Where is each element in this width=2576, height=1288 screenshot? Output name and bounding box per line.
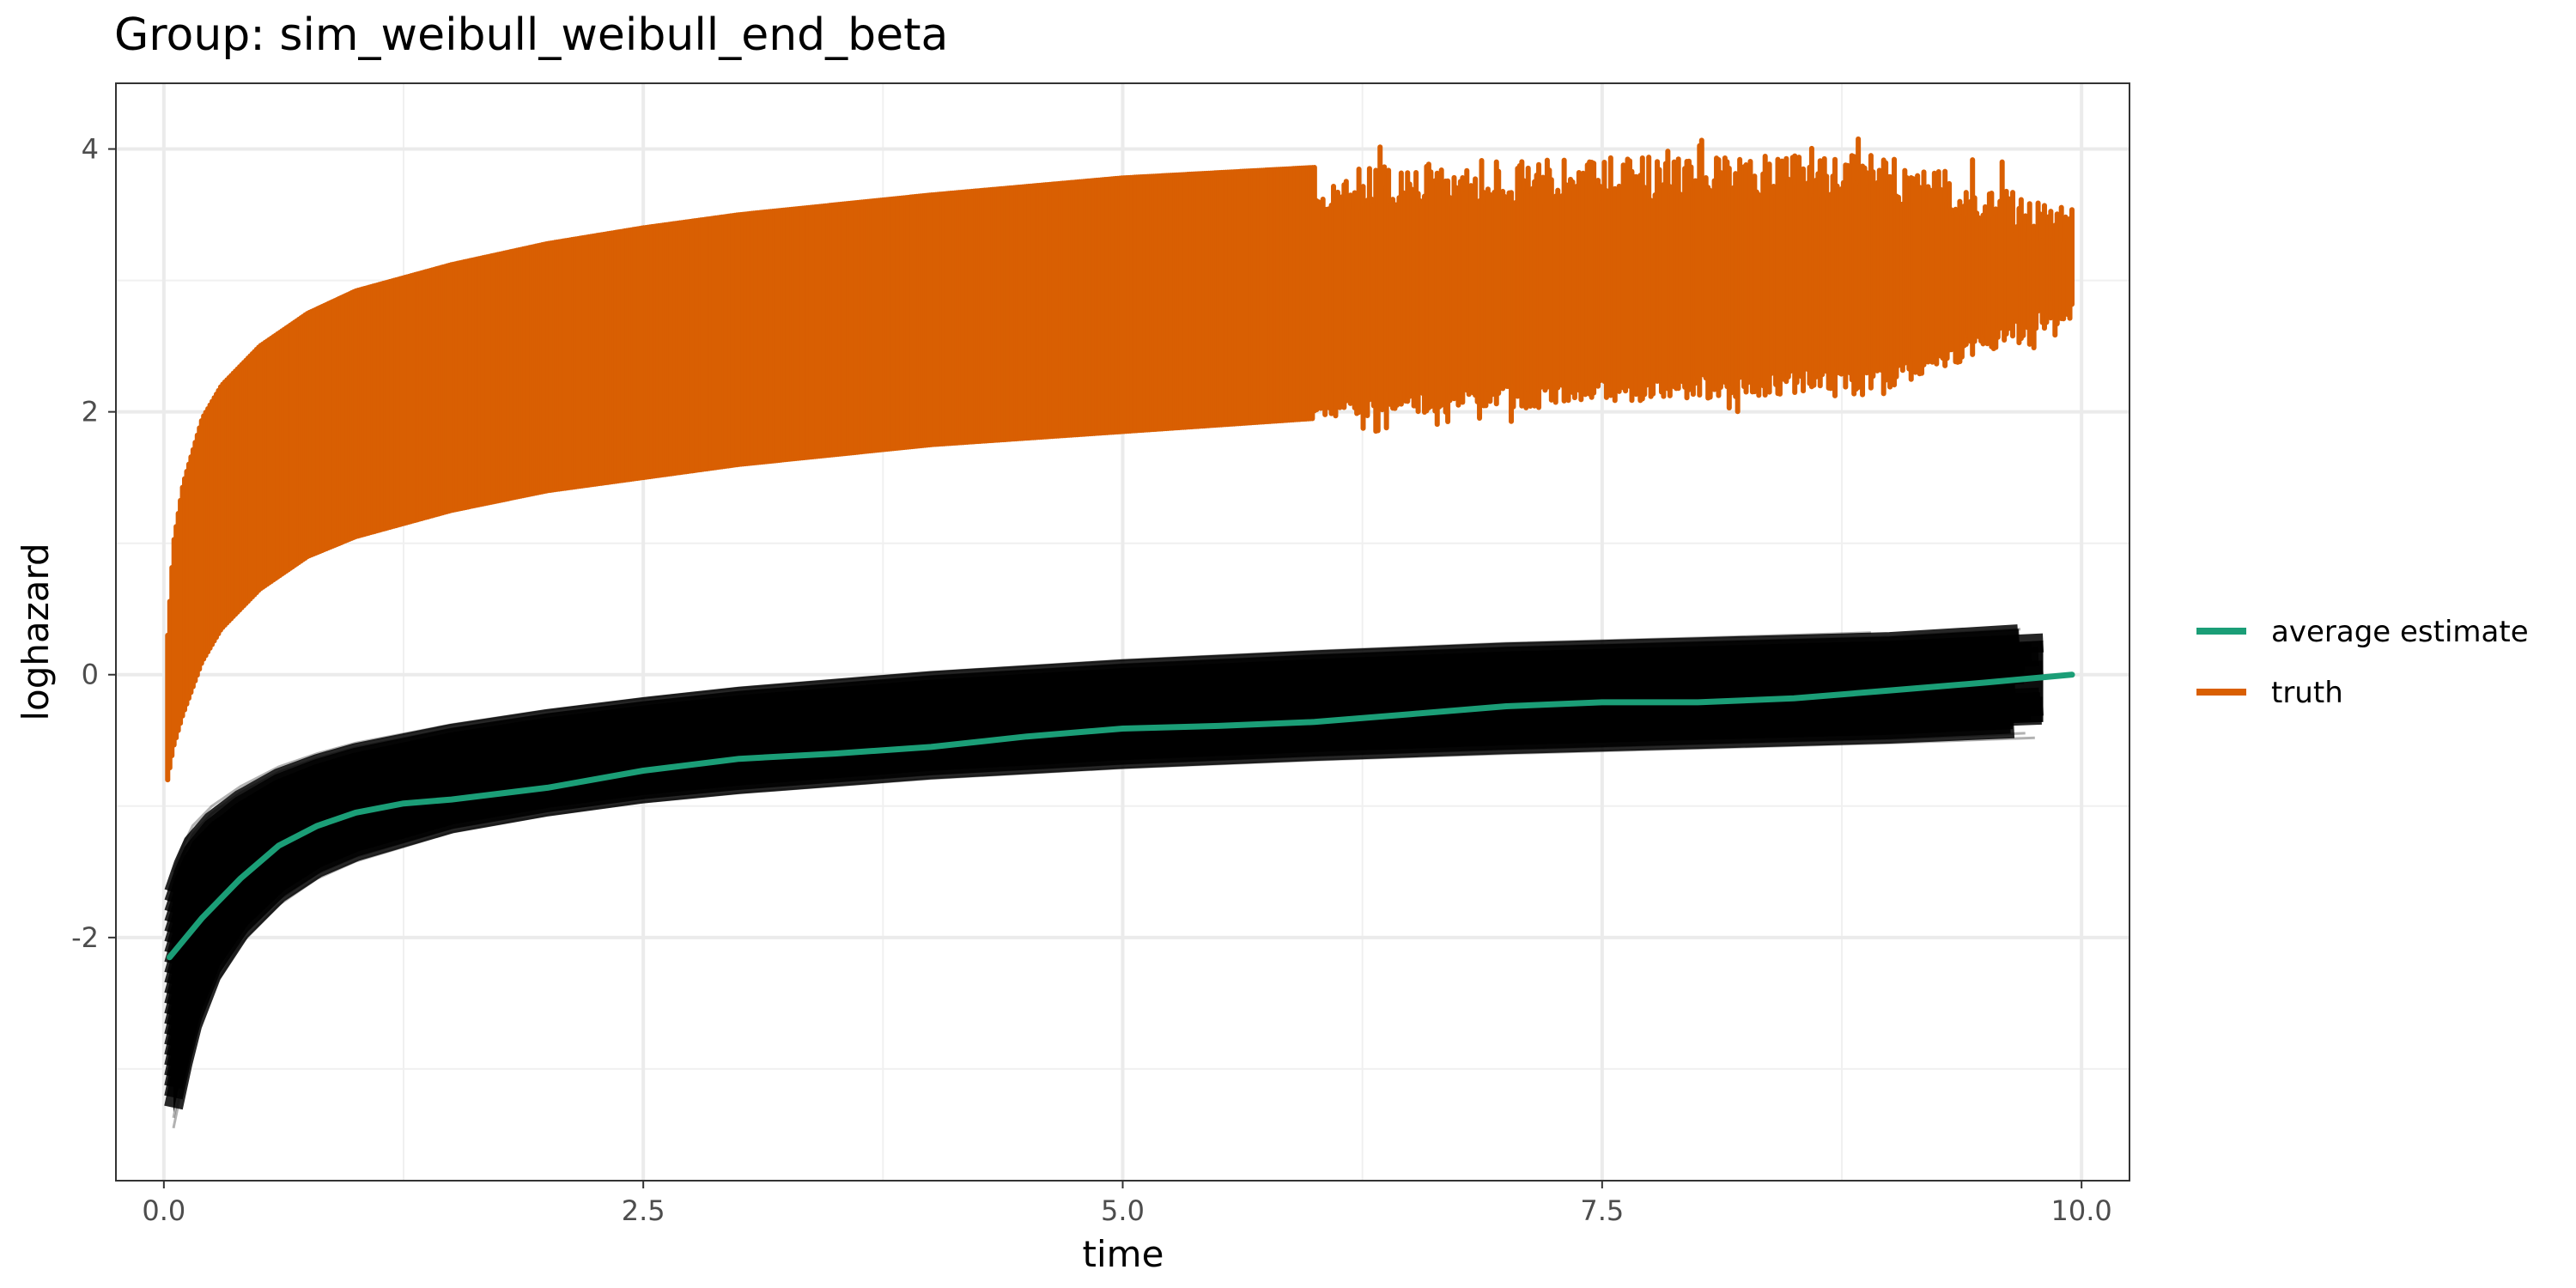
legend: average estimate truth [2196,615,2529,710]
x-tick-label: 7.5 [1580,1194,1624,1227]
y-axis-label: loghazard [15,543,57,720]
estimate-line [172,628,2021,883]
estimate-line [164,624,2019,896]
estimate-core [173,640,2044,1113]
x-axis-label: time [1083,1233,1164,1275]
estimate-line [172,631,1871,872]
y-tick-label: -2 [71,921,99,954]
plot-area: 0.0 2.5 5.0 7.5 10.0 -2 0 2 4 [71,82,2130,1227]
average-estimate-line [167,671,2075,961]
y-tick-label: 4 [82,133,99,166]
chart-title: Group: sim_weibull_weibull_end_beta [114,9,948,61]
x-tick-label: 10.0 [2051,1194,2112,1227]
x-tick-label: 2.5 [622,1194,665,1227]
y-tick-label: 2 [82,396,99,428]
y-tick-label: 0 [82,659,99,691]
legend-label: average estimate [2271,615,2529,649]
truth-band [165,136,2075,783]
legend-label: truth [2271,676,2343,710]
x-tick-label: 5.0 [1101,1194,1145,1227]
x-tick-label: 0.0 [142,1194,185,1227]
estimate-lines [164,624,2044,1129]
